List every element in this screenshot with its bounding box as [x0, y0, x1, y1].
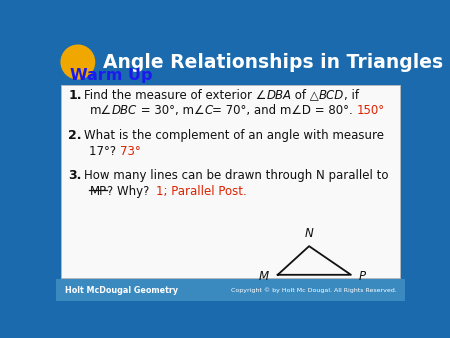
- Text: Copyright © by Holt Mc Dougal. All Rights Reserved.: Copyright © by Holt Mc Dougal. All Right…: [230, 287, 396, 293]
- Text: 150°: 150°: [357, 104, 385, 117]
- Text: C: C: [204, 104, 212, 117]
- Text: How many lines can be drawn through N parallel to: How many lines can be drawn through N pa…: [84, 169, 389, 183]
- Text: P: P: [359, 270, 366, 283]
- Text: BCD: BCD: [319, 89, 344, 102]
- Text: 73°: 73°: [120, 145, 141, 158]
- Text: of △: of △: [292, 89, 319, 102]
- Text: What is the complement of an angle with measure: What is the complement of an angle with …: [84, 129, 384, 142]
- Text: DBA: DBA: [266, 89, 292, 102]
- Text: MP: MP: [90, 185, 107, 198]
- Text: Warm Up: Warm Up: [70, 68, 153, 83]
- FancyBboxPatch shape: [61, 85, 400, 278]
- Text: Angle Relationships in Triangles: Angle Relationships in Triangles: [104, 52, 443, 72]
- Text: ? Why?: ? Why?: [107, 185, 157, 198]
- Text: M: M: [259, 270, 269, 283]
- Text: Holt McDougal Geometry: Holt McDougal Geometry: [65, 286, 178, 295]
- FancyBboxPatch shape: [56, 280, 405, 301]
- Text: N: N: [305, 227, 314, 240]
- Text: , if: , if: [344, 89, 360, 102]
- Text: 1; Parallel Post.: 1; Parallel Post.: [157, 185, 247, 198]
- Text: 2.: 2.: [68, 129, 82, 142]
- Text: m∠: m∠: [90, 104, 112, 117]
- Text: DBC: DBC: [112, 104, 137, 117]
- Text: = 30°, m∠: = 30°, m∠: [137, 104, 204, 117]
- Text: 3.: 3.: [68, 169, 82, 183]
- FancyBboxPatch shape: [56, 41, 405, 83]
- Ellipse shape: [60, 45, 95, 79]
- Text: Find the measure of exterior ∠: Find the measure of exterior ∠: [84, 89, 266, 102]
- Text: = 70°, and m∠D = 80°.: = 70°, and m∠D = 80°.: [212, 104, 357, 117]
- Text: 17°?: 17°?: [90, 145, 120, 158]
- Text: 1.: 1.: [68, 89, 82, 102]
